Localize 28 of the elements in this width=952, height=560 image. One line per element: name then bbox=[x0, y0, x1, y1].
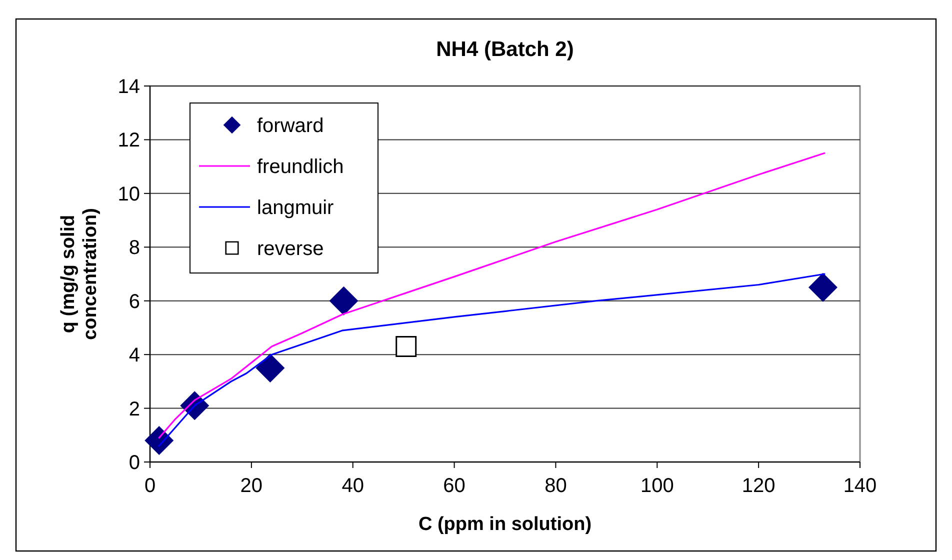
x-tick-label: 120 bbox=[742, 475, 776, 497]
point bbox=[396, 336, 417, 358]
x-tick-label: 100 bbox=[640, 475, 674, 497]
y-tick-label: 8 bbox=[128, 237, 140, 260]
y-tick-label: 12 bbox=[118, 130, 140, 152]
y-tick-label: 14 bbox=[118, 76, 140, 98]
x-tick-label: 0 bbox=[144, 475, 156, 497]
y-tick-label: 0 bbox=[128, 452, 140, 474]
legend-label: langmuir bbox=[257, 197, 334, 219]
point bbox=[256, 354, 285, 382]
y-axis-title: q (mg/g solid concentration) bbox=[58, 208, 102, 340]
y-tick-label: 10 bbox=[118, 183, 140, 206]
legend-label: forward bbox=[257, 115, 324, 137]
x-axis-title: C (ppm in solution) bbox=[418, 514, 592, 535]
x-tick-label: 20 bbox=[240, 475, 263, 497]
x-tick-label: 60 bbox=[443, 475, 466, 497]
x-tick-label: 140 bbox=[843, 475, 877, 497]
legend-label: reverse bbox=[257, 238, 324, 260]
y-tick-label: 2 bbox=[128, 398, 140, 420]
y-tick-label: 6 bbox=[128, 290, 140, 313]
legend-label: freundlich bbox=[257, 156, 344, 178]
x-tick-label: 40 bbox=[342, 475, 364, 497]
point bbox=[329, 286, 358, 316]
y-tick-label: 4 bbox=[128, 344, 140, 367]
x-tick-label: 80 bbox=[544, 475, 567, 497]
point bbox=[144, 426, 174, 456]
chart-title: NH4 (Batch 2) bbox=[436, 38, 574, 61]
point bbox=[808, 272, 838, 302]
